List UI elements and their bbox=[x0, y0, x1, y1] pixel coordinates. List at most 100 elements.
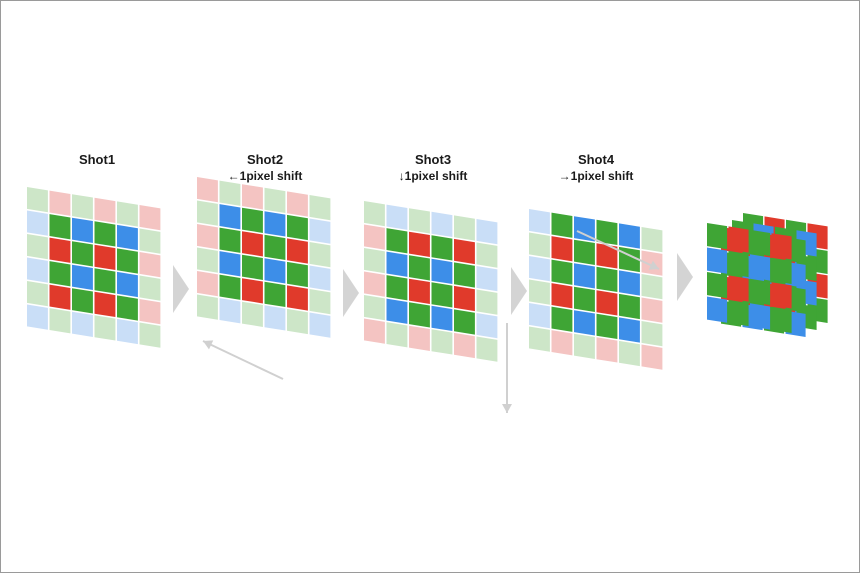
sensor-cell bbox=[619, 270, 640, 296]
combined-layer-4 bbox=[707, 223, 792, 333]
sensor-cell bbox=[386, 275, 408, 301]
sensor-cell bbox=[771, 233, 792, 260]
sensor-cell bbox=[219, 274, 241, 300]
shot2-label: Shot2 ←1pixel shift bbox=[195, 151, 335, 185]
sensor-cell bbox=[431, 211, 453, 238]
sensor-cell bbox=[574, 216, 595, 242]
sensor-cell bbox=[264, 234, 286, 261]
sensor-cell bbox=[117, 318, 138, 345]
sensor-cell bbox=[574, 263, 595, 289]
sensor-cell bbox=[139, 275, 161, 301]
sensor-cell bbox=[431, 305, 453, 332]
sensor-cell bbox=[454, 309, 475, 335]
shot3-subtitle: ↓1pixel shift bbox=[398, 169, 468, 183]
chevron-right-icon bbox=[511, 267, 527, 315]
sensor-cell bbox=[72, 311, 93, 337]
sensor-cell bbox=[551, 236, 573, 262]
sensor-cell bbox=[409, 208, 430, 234]
sensor-cell bbox=[641, 344, 663, 370]
sensor-cell bbox=[139, 299, 161, 325]
sensor-cell bbox=[454, 332, 475, 359]
sensor-cell bbox=[242, 278, 263, 304]
sensor-cell bbox=[197, 224, 218, 250]
chevron-right-icon bbox=[677, 253, 693, 301]
sensor-cell bbox=[476, 219, 498, 245]
sensor-cell bbox=[117, 248, 138, 274]
sensor-cell bbox=[386, 251, 408, 277]
sensor-cell bbox=[364, 295, 385, 321]
sensor-cell bbox=[529, 279, 550, 305]
shot2-subtitle: ←1pixel shift bbox=[227, 169, 303, 183]
sensor-cell bbox=[219, 180, 241, 206]
sensor-cell bbox=[431, 258, 453, 285]
sensor-cell bbox=[750, 303, 771, 330]
sensor-cell bbox=[476, 313, 498, 339]
sensor-cell bbox=[454, 215, 475, 241]
sensor-cell bbox=[476, 336, 498, 362]
sensor-cell bbox=[309, 265, 331, 291]
sensor-cell bbox=[771, 306, 792, 333]
chevron-right-icon bbox=[343, 269, 359, 317]
sensor-cell bbox=[264, 258, 286, 284]
sensor-cell bbox=[551, 330, 573, 356]
shot4-label: Shot4 →1pixel shift bbox=[526, 151, 666, 185]
sensor-cell bbox=[707, 296, 728, 323]
sensor-cell bbox=[386, 298, 408, 324]
sensor-cell bbox=[72, 194, 93, 220]
sensor-cell bbox=[454, 262, 475, 288]
sensor-cell bbox=[529, 326, 550, 352]
sensor-cell bbox=[49, 284, 71, 310]
sensor-cell bbox=[431, 235, 453, 261]
sensor-cell bbox=[409, 325, 430, 351]
sensor-cell bbox=[707, 247, 728, 274]
sensor-cell bbox=[27, 187, 48, 213]
sensor-cell bbox=[49, 261, 71, 287]
sensor-cell bbox=[596, 243, 618, 269]
sensor-cell bbox=[49, 308, 71, 334]
sensor-cell bbox=[94, 244, 116, 271]
sensor-cell bbox=[529, 232, 550, 258]
shot1-title: Shot1 bbox=[78, 152, 116, 167]
shot1-label: Shot1 bbox=[27, 151, 167, 168]
shot3-title: Shot3 bbox=[414, 152, 452, 167]
sensor-cell bbox=[287, 285, 308, 311]
sensor-cell bbox=[529, 256, 550, 282]
sensor-cell bbox=[574, 286, 595, 312]
sensor-cell bbox=[309, 242, 331, 268]
sensor-cell bbox=[117, 201, 138, 227]
sensor-cell bbox=[49, 237, 71, 263]
sensor-cell bbox=[574, 239, 595, 265]
sensor-cell bbox=[117, 295, 138, 321]
sensor-cell bbox=[409, 255, 430, 281]
sensor-cell bbox=[197, 247, 218, 273]
sensor-cell bbox=[641, 227, 663, 253]
sensor-cell bbox=[386, 228, 408, 254]
sensor-cell bbox=[386, 204, 408, 230]
sensor-cell bbox=[619, 223, 640, 249]
sensor-cell bbox=[574, 333, 595, 359]
sensor-cell bbox=[139, 228, 161, 254]
sensor-cell bbox=[139, 205, 161, 231]
sensor-cell bbox=[197, 177, 218, 203]
sensor-cell bbox=[27, 257, 48, 283]
sensor-cell bbox=[386, 322, 408, 348]
sensor-cell bbox=[72, 288, 93, 314]
sensor-cell bbox=[309, 218, 331, 244]
sensor-cell bbox=[72, 217, 93, 243]
sensor-cell bbox=[94, 315, 116, 341]
sensor-cell bbox=[707, 272, 728, 299]
sensor-cell bbox=[242, 301, 263, 327]
sensor-cell bbox=[219, 251, 241, 277]
sensor-cell bbox=[242, 231, 263, 257]
chevron-right-icon bbox=[173, 265, 189, 313]
sensor-cell bbox=[287, 214, 308, 241]
sensor-cell bbox=[728, 275, 749, 302]
sensor-cell bbox=[364, 201, 385, 227]
sensor-cell bbox=[454, 238, 475, 265]
sensor-cell bbox=[409, 278, 430, 304]
sensor-cell bbox=[287, 308, 308, 335]
sensor-cell bbox=[431, 329, 453, 355]
sensor-cell bbox=[431, 282, 453, 308]
